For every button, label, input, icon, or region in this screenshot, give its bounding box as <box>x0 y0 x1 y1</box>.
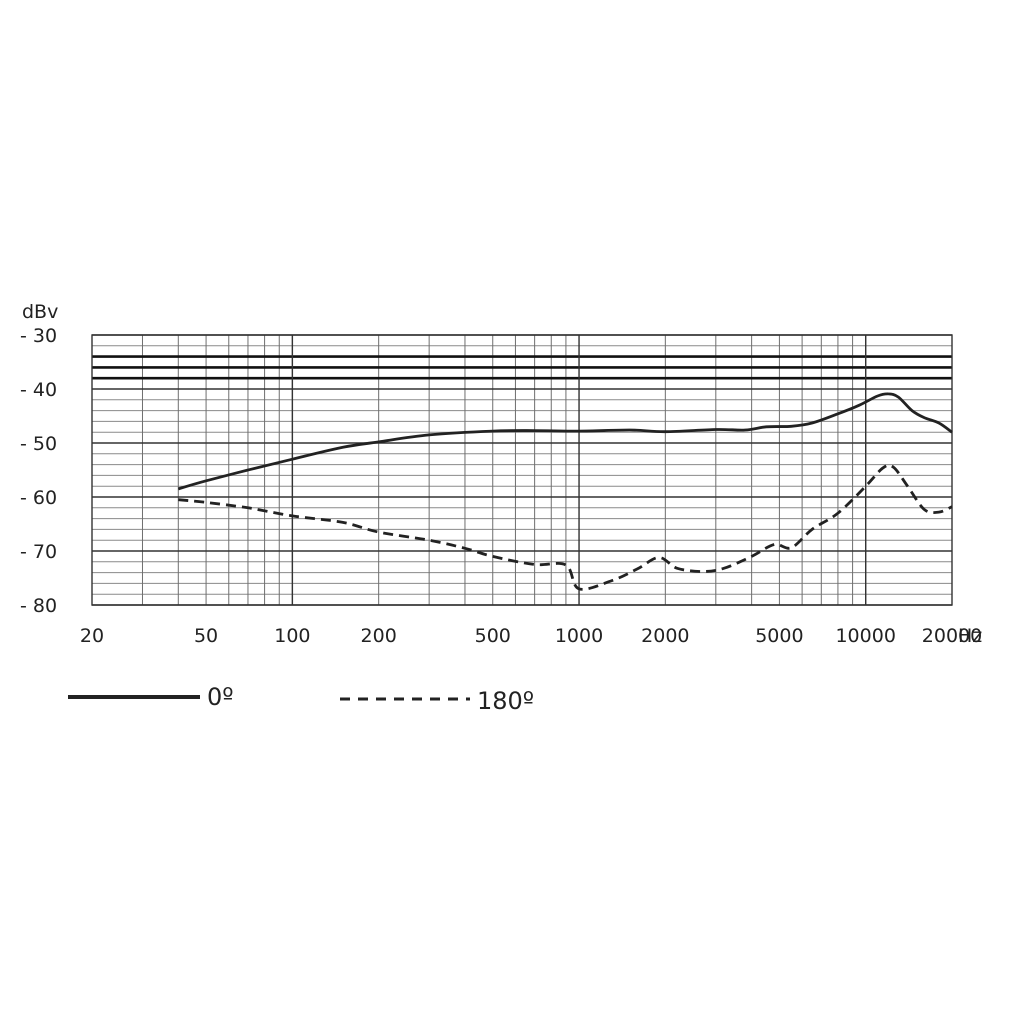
x-tick-label: 100 <box>274 625 310 647</box>
x-tick-label: 200 <box>361 625 397 647</box>
x-axis-unit: Hz <box>958 625 982 647</box>
x-tick-labels: 20 50 100 200 500 1000 2000 5000 10000 20000 <box>80 625 982 647</box>
x-tick-label: 10000 <box>835 625 895 647</box>
y-tick-label: - 40 <box>20 379 57 401</box>
x-tick-label: 1000 <box>555 625 603 647</box>
x-tick-label: 50 <box>194 625 218 647</box>
y-tick-label: - 60 <box>20 487 57 509</box>
x-tick-label: 500 <box>475 625 511 647</box>
plot-border <box>91 334 953 606</box>
series-line-0 <box>177 392 953 491</box>
series-line-180 <box>178 463 953 591</box>
series-layer <box>177 392 953 591</box>
legend-label-180: 180º <box>477 687 534 715</box>
y-axis-label: dBv <box>22 301 58 323</box>
y-tick-label: - 70 <box>20 541 57 563</box>
y-tick-label: - 30 <box>20 325 57 347</box>
y-tick-label: - 80 <box>20 595 57 617</box>
legend-label-0: 0º <box>207 683 234 711</box>
y-tick-labels: - 30 - 40 - 50 - 60 - 70 - 80 <box>20 325 57 617</box>
y-tick-label: - 50 <box>20 433 57 455</box>
x-tick-label: 5000 <box>755 625 803 647</box>
x-tick-label: 2000 <box>641 625 689 647</box>
legend: 0º 180º <box>68 683 534 715</box>
x-tick-label: 20000 <box>922 625 982 647</box>
plot-frame <box>91 334 953 606</box>
x-tick-label: 20 <box>80 625 104 647</box>
